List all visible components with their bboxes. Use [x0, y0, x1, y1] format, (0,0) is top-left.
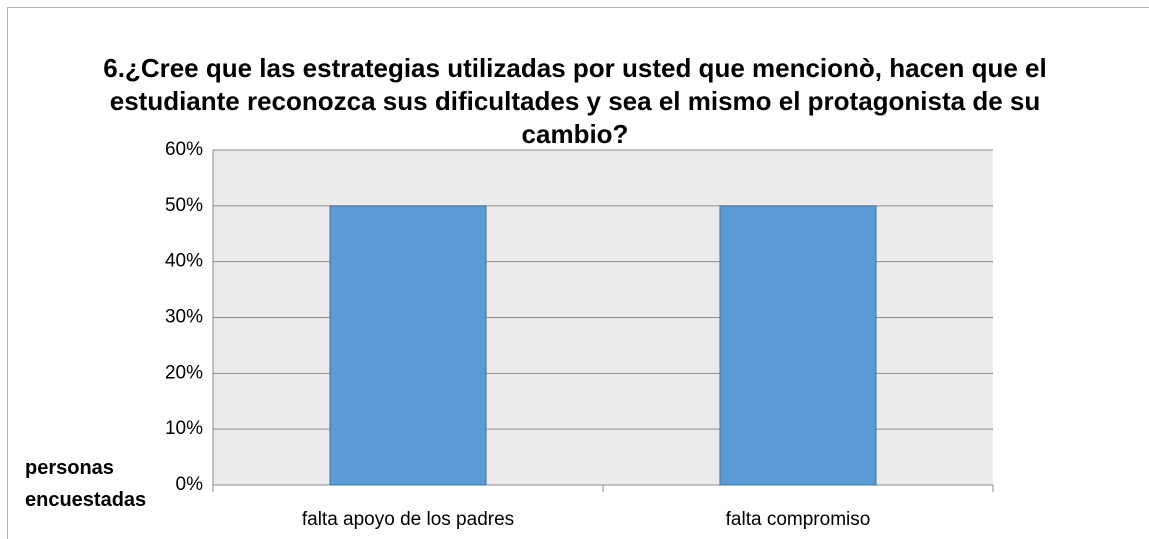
y-axis-label: personas encuestadas [25, 457, 147, 511]
y-tick-label: 60% [165, 139, 203, 160]
bar [329, 205, 487, 486]
y-tick-label: 30% [165, 307, 203, 328]
chart-border [7, 7, 1149, 539]
y-tick-label: 0% [176, 474, 204, 495]
bar [719, 205, 877, 486]
chart-title: 6.¿Cree que las estrategias utilizadas p… [103, 53, 1047, 149]
x-tick-label: falta compromiso [726, 509, 871, 530]
y-tick-label: 10% [165, 418, 203, 439]
y-tick-label: 50% [165, 195, 203, 216]
y-tick-label: 40% [165, 251, 203, 272]
y-tick-label: 20% [165, 362, 203, 383]
x-tick-label: falta apoyo de los padres [302, 509, 514, 530]
